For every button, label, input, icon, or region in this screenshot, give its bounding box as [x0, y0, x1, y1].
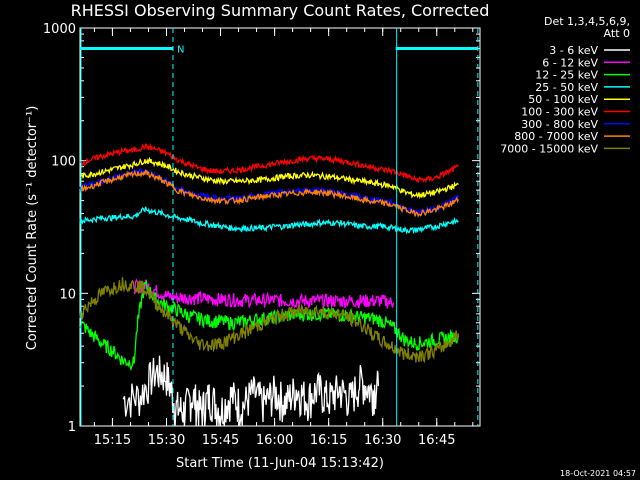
x-tick-label: 16:45 — [418, 433, 455, 448]
y-axis-label: Corrected Count Rate (s⁻¹ detector⁻¹) — [25, 106, 40, 351]
legend-header-line-2: Att 0 — [604, 27, 630, 40]
plot-frame — [79, 27, 481, 427]
y-tick-label: 100 — [51, 155, 76, 170]
y-tick-label: 1 — [68, 420, 76, 435]
y-tick-label: 10 — [59, 287, 76, 302]
series-line-5 — [79, 156, 459, 200]
x-tick-label: 15:30 — [148, 433, 185, 448]
series-line-8 — [79, 169, 459, 218]
legend-label-1: 3 - 6 keV — [549, 44, 598, 57]
y-tick-label: 1000 — [43, 22, 76, 37]
x-tick-label: 16:15 — [310, 433, 347, 448]
series-line-3 — [79, 279, 460, 372]
x-tick-labels: 15:15 15:30 15:45 16:00 16:15 16:30 16:45 — [94, 433, 456, 448]
series-layer — [79, 142, 460, 428]
series-line-1 — [122, 355, 380, 428]
legend-label-7: 300 - 800 keV — [521, 118, 598, 131]
interval-label: N — [177, 45, 184, 56]
series-line-2 — [133, 278, 395, 311]
y-tick-labels: 1 10 100 1000 — [43, 22, 76, 435]
x-tick-label: 16:00 — [256, 433, 293, 448]
chart-title: RHESSI Observing Summary Count Rates, Co… — [71, 1, 490, 20]
interval-annotations: N — [80, 28, 479, 426]
legend-label-3: 12 - 25 keV — [535, 69, 598, 82]
series-line-7 — [79, 167, 459, 217]
legend-label-2: 6 - 12 keV — [542, 56, 598, 69]
legend-header-line-1: Det 1,3,4,5,6,9, — [544, 15, 630, 28]
series-line-4 — [79, 206, 459, 235]
legend-label-6: 100 - 300 keV — [521, 106, 598, 119]
legend-label-9: 7000 - 15000 keV — [500, 142, 598, 155]
series-line-6 — [79, 142, 459, 184]
x-tick-label: 15:45 — [202, 433, 239, 448]
x-tick-label: 15:15 — [94, 433, 131, 448]
legend-label-5: 50 - 100 keV — [528, 93, 598, 106]
x-axis-label: Start Time (11-Jun-04 15:13:42) — [176, 456, 384, 471]
legend-label-4: 25 - 50 keV — [535, 81, 598, 94]
series-line-9 — [79, 277, 460, 364]
x-tick-label: 16:30 — [364, 433, 401, 448]
footer-timestamp: 18-Oct-2021 04:57 — [560, 469, 636, 478]
legend-label-8: 800 - 7000 keV — [514, 130, 598, 143]
